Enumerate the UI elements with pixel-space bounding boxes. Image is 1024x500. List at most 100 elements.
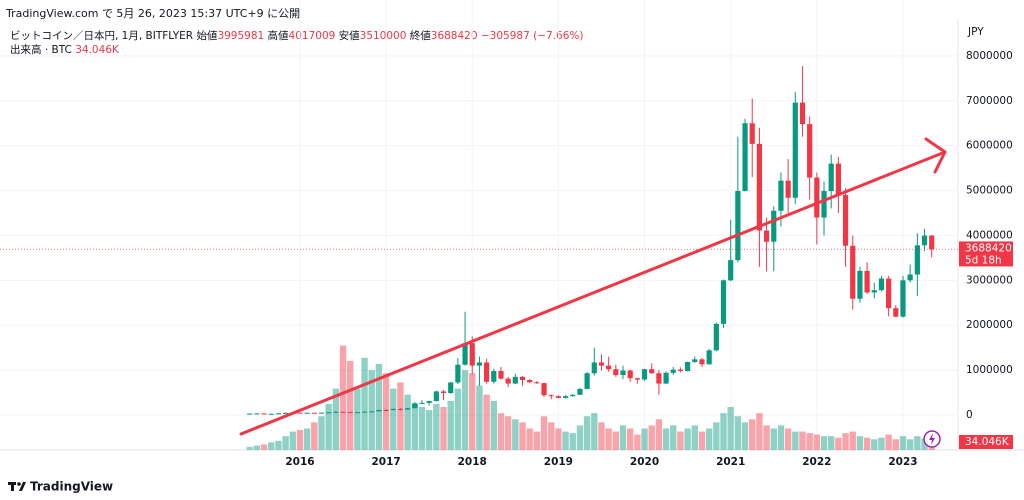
volume-bar xyxy=(720,413,727,450)
volume-bar xyxy=(691,425,698,450)
candle-body xyxy=(821,191,827,218)
candle-body xyxy=(326,412,332,414)
candle-body xyxy=(297,412,303,414)
volume-bar xyxy=(260,444,268,450)
volume-bar xyxy=(425,410,433,450)
candle-body xyxy=(354,412,360,414)
volume-bar xyxy=(447,400,454,450)
volume-bar xyxy=(382,373,390,450)
volume-last-label: 34.046K xyxy=(965,436,1010,448)
candle-body xyxy=(390,408,396,411)
candle-body xyxy=(361,411,368,413)
x-tick-label: 2021 xyxy=(716,456,745,468)
last-price-box xyxy=(959,241,1013,267)
candle-body xyxy=(699,359,705,365)
x-tick-label: 2016 xyxy=(285,456,314,468)
candle-body xyxy=(275,413,282,415)
volume-bar xyxy=(899,436,907,450)
candle-body xyxy=(857,270,863,299)
candle-body xyxy=(785,180,791,198)
volume-bar xyxy=(361,357,368,450)
candle-body xyxy=(440,391,447,393)
volume-bar xyxy=(612,431,620,450)
volume-bar xyxy=(325,403,332,450)
candle-body xyxy=(512,376,518,384)
volume-bar xyxy=(497,413,505,450)
y-tick-label: 1000000 xyxy=(966,364,1013,376)
volume-bar xyxy=(878,437,885,450)
candle-body xyxy=(756,143,763,231)
volume-bar xyxy=(670,425,677,450)
volume-bar xyxy=(555,428,562,450)
x-tick-label: 2023 xyxy=(888,456,917,468)
y-tick-label: 2000000 xyxy=(966,319,1013,331)
volume-bar xyxy=(641,428,648,450)
candle-body xyxy=(914,245,920,275)
candle-body xyxy=(814,177,820,218)
volume-bar xyxy=(705,428,713,450)
volume-bar xyxy=(289,431,296,450)
volume-bar xyxy=(562,431,569,450)
volume-bar xyxy=(820,436,828,450)
arrow-head xyxy=(924,137,947,174)
candle-body xyxy=(893,308,899,317)
legend: ビットコイン／日本円, 1月, BITFLYER 始値3995981 高値401… xyxy=(10,28,583,43)
volume-bar xyxy=(253,445,261,450)
header: TradingView.com で 5月 26, 2023 15:37 UTC+… xyxy=(6,7,301,20)
x-tick-label: 2022 xyxy=(802,456,831,468)
volume-bar xyxy=(770,428,777,450)
volume-bar xyxy=(871,439,878,450)
volume-bar xyxy=(303,428,311,450)
change: −305987 xyxy=(480,30,530,42)
candle-body xyxy=(261,413,267,415)
low-value: 3510000 xyxy=(359,30,407,42)
candle-body xyxy=(663,372,669,384)
candle-body xyxy=(282,412,289,414)
x-tick-label: 2017 xyxy=(371,456,400,468)
volume-bar xyxy=(626,428,634,450)
volume-bar xyxy=(784,428,792,450)
candle-body xyxy=(383,409,389,411)
last-price-label: 3688420 xyxy=(965,242,1012,254)
volume-legend: 出来高 · BTC 34.046K xyxy=(10,42,119,57)
x-tick-label: 2019 xyxy=(544,456,573,468)
alert-bolt xyxy=(929,433,935,445)
candle-body xyxy=(620,370,626,376)
candle-body xyxy=(570,394,576,397)
volume-bar xyxy=(548,422,555,450)
volume-label: 出来高 · BTC xyxy=(10,44,72,56)
logo-part xyxy=(11,482,14,491)
volume-bar xyxy=(368,370,375,450)
candle-body xyxy=(900,280,906,317)
volume-bar xyxy=(282,436,289,450)
candle-body xyxy=(562,396,569,398)
volume-bar xyxy=(490,400,497,450)
candle-body xyxy=(728,260,734,281)
trend-line xyxy=(239,150,947,436)
volume-bar xyxy=(246,446,253,450)
volume-bar xyxy=(411,403,419,450)
candle-body xyxy=(448,382,454,393)
candle-body xyxy=(641,369,648,380)
candle-body xyxy=(548,395,554,397)
candle-body xyxy=(656,373,662,384)
volume-bar xyxy=(863,437,871,450)
volume-bar xyxy=(354,388,361,450)
candle-body xyxy=(763,230,770,242)
axes: 0 1000000 2000000 3000000 4000000 5000000 6000… xyxy=(0,50,1013,468)
candle-body xyxy=(405,408,411,410)
logo-part xyxy=(19,482,26,491)
candle-body xyxy=(807,124,813,178)
low-label: 安値 xyxy=(338,30,360,42)
volume-bar xyxy=(454,388,462,450)
volume-bar xyxy=(619,425,627,450)
candle-body xyxy=(534,382,540,384)
y-tick-label: 6000000 xyxy=(966,140,1013,152)
volume-bar xyxy=(540,416,548,450)
volume-bar xyxy=(756,413,763,450)
volume-bar xyxy=(655,419,663,450)
candle-body xyxy=(318,412,325,414)
volume-bar xyxy=(662,428,670,450)
volume-last-box xyxy=(959,435,1013,449)
